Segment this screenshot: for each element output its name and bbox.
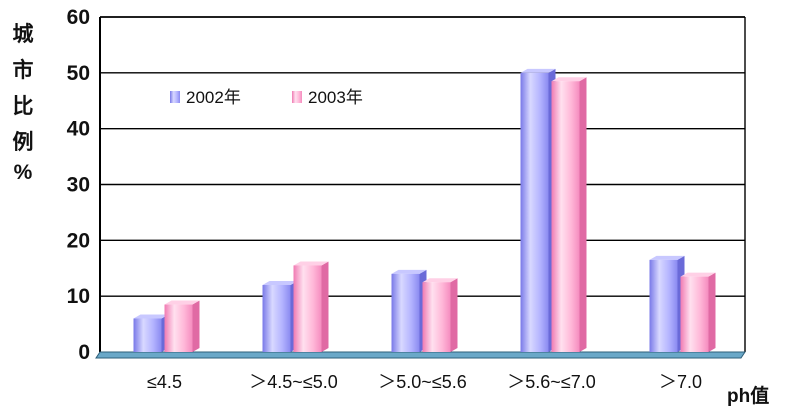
- x-tick-label: ＞4.5~≤5.0: [249, 372, 337, 392]
- y-tick-label: 10: [67, 285, 90, 308]
- y-tick-label: 30: [67, 174, 90, 197]
- x-tick-label: ＞5.6~≤7.0: [507, 372, 595, 392]
- bar-top: [422, 278, 458, 283]
- bar-side: [192, 300, 200, 352]
- bar-top: [520, 68, 556, 73]
- legend-label: 2002年: [186, 88, 241, 107]
- bar-side: [321, 261, 329, 352]
- bar-2003: [422, 282, 451, 352]
- y-axis-label-char: 市: [12, 59, 34, 82]
- y-axis-label-char: 城: [12, 23, 34, 46]
- chart-floor: [95, 351, 746, 359]
- legend-label: 2003年: [308, 88, 363, 107]
- x-axis-label: ph值: [727, 386, 770, 407]
- bar-2003: [164, 304, 193, 352]
- y-tick-label: 0: [78, 341, 90, 364]
- legend-swatch-2002: [170, 91, 180, 103]
- bar-side: [708, 272, 716, 352]
- bar-side: [450, 278, 458, 352]
- bar-2002: [649, 259, 678, 352]
- y-tick-label: 40: [67, 118, 90, 141]
- x-tick-label: ＞7.0: [659, 372, 702, 392]
- legend-swatch-2003: [292, 91, 302, 103]
- y-axis-label-char: %: [13, 161, 33, 184]
- bar-top: [293, 261, 329, 266]
- y-axis-label-char: 例: [12, 131, 34, 154]
- bar-2003: [293, 265, 322, 352]
- bar-2003: [551, 81, 580, 352]
- x-tick-label: ＞5.0~≤5.6: [378, 372, 466, 392]
- bar-2002: [133, 318, 162, 352]
- bar-2002: [391, 273, 420, 352]
- bar-top: [649, 255, 685, 260]
- bar-2002: [262, 285, 291, 352]
- bar-top: [551, 77, 587, 82]
- y-axis-label-char: 比: [12, 95, 34, 118]
- y-tick-label: 20: [67, 229, 90, 252]
- bar-side: [579, 77, 587, 352]
- bar-top: [680, 272, 716, 277]
- bar-top: [391, 269, 427, 274]
- bar-2002: [520, 72, 549, 352]
- y-tick-label: 50: [67, 62, 90, 85]
- x-tick-label: ≤4.5: [147, 372, 182, 392]
- bar-top: [133, 314, 169, 319]
- y-tick-label: 60: [67, 6, 90, 29]
- bar-top: [164, 300, 200, 305]
- bar-top: [262, 281, 298, 285]
- bar-2003: [680, 276, 709, 352]
